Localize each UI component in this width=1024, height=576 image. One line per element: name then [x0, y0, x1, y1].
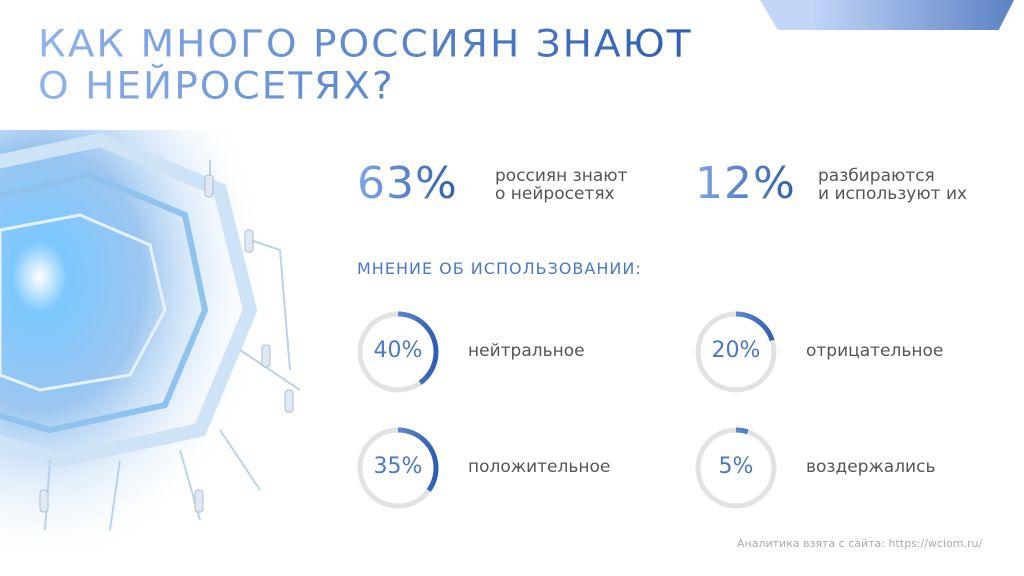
opinion-ring — [357, 311, 439, 393]
stat-label-line: и используют их — [818, 184, 968, 204]
page-title: КАК МНОГО РОССИЯН ЗНАЮТ О НЕЙРОСЕТЯХ? — [38, 24, 693, 108]
opinion-percent: 40% — [373, 338, 423, 363]
opinion-label: нейтральное — [468, 341, 585, 361]
ring-progress — [357, 311, 439, 393]
title-line-2: О НЕЙРОСЕТЯХ? — [38, 65, 395, 108]
source-footer: Аналитика взята с сайта: https://wciom.r… — [737, 537, 983, 550]
neural-network-illustration — [0, 130, 330, 550]
ring-progress — [695, 427, 777, 509]
opinion-percent: 5% — [718, 454, 754, 479]
opinion-label: отрицательное — [806, 341, 944, 361]
opinion-percent: 35% — [373, 454, 423, 479]
ring-progress — [695, 311, 777, 393]
title-line-1: КАК МНОГО РОССИЯН ЗНАЮТ — [38, 23, 693, 66]
stat-label-line: о нейросетях — [495, 184, 615, 204]
opinion-ring — [357, 427, 439, 509]
corner-decoration — [760, 0, 1014, 30]
opinion-percent: 20% — [711, 338, 761, 363]
stat-label-users: разбираются и используют их — [818, 167, 967, 203]
opinion-label: положительное — [468, 457, 611, 477]
opinion-title: МНЕНИЕ ОБ ИСПОЛЬЗОВАНИИ: — [357, 259, 642, 278]
opinion-label: воздержались — [806, 457, 936, 477]
stat-label-line: разбираются — [818, 166, 935, 186]
stat-label-aware: россиян знают о нейросетях — [495, 167, 627, 203]
opinion-ring — [695, 311, 777, 393]
stat-value-users: 12% — [695, 158, 796, 209]
stat-value-aware: 63% — [357, 158, 458, 209]
stat-label-line: россиян знают — [495, 166, 628, 186]
opinion-ring — [695, 427, 777, 509]
ring-progress — [357, 427, 439, 509]
